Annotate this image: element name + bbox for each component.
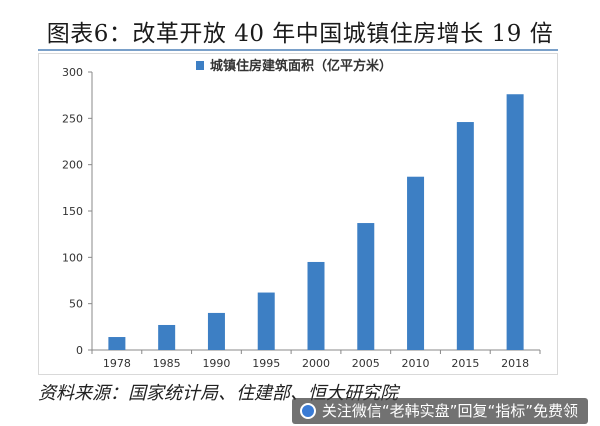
x-tick-label: 2010: [402, 357, 430, 370]
bar-2010: [407, 176, 425, 350]
wechat-icon: [299, 403, 316, 419]
x-axis-ticks: 1978 1985 1990 1995 2000 2005 2010 2015 2018: [91, 350, 541, 370]
bar-1990: [207, 312, 225, 350]
chart-frame: [38, 53, 558, 375]
y-axis-ticks: 0 50 100 150 200 250 300: [62, 66, 92, 357]
legend-swatch: [196, 61, 204, 70]
bar-2015: [456, 122, 474, 350]
title-divider: [38, 49, 558, 51]
x-tick-label: 1985: [153, 357, 181, 370]
x-tick-label: 1978: [103, 357, 131, 370]
y-tick-label: 50: [69, 298, 83, 311]
bar-1985: [158, 324, 176, 350]
y-tick-label: 300: [62, 66, 83, 79]
bar-2018: [506, 94, 524, 351]
y-tick-label: 150: [62, 205, 83, 218]
wechat-watermark[interactable]: 关注微信“老韩实盘”回复“指标”免费领: [291, 398, 588, 424]
x-tick-label: 2015: [451, 357, 479, 370]
x-tick-label: 2005: [352, 357, 380, 370]
x-tick-label: 1995: [252, 357, 280, 370]
chart-legend: 城镇住房建筑面积（亿平方米）: [196, 58, 392, 74]
y-tick-label: 100: [62, 251, 83, 264]
x-tick-label: 2018: [501, 357, 529, 370]
bar-series: [108, 94, 524, 351]
y-tick-label: 250: [62, 112, 83, 125]
y-tick-label: 200: [62, 159, 83, 172]
x-tick-label: 1990: [202, 357, 230, 370]
watermark-text: 关注微信“老韩实盘”回复“指标”免费领: [321, 402, 578, 420]
bar-1978: [108, 337, 126, 350]
bar-2005: [357, 223, 375, 350]
bar-1995: [257, 292, 275, 350]
y-tick-label: 0: [76, 344, 83, 357]
bar-2000: [307, 261, 325, 350]
page-title: 图表6：改革开放 40 年中国城镇住房增长 19 倍: [46, 21, 554, 47]
x-tick-label: 2000: [302, 357, 330, 370]
legend-label: 城镇住房建筑面积（亿平方米）: [210, 58, 392, 74]
